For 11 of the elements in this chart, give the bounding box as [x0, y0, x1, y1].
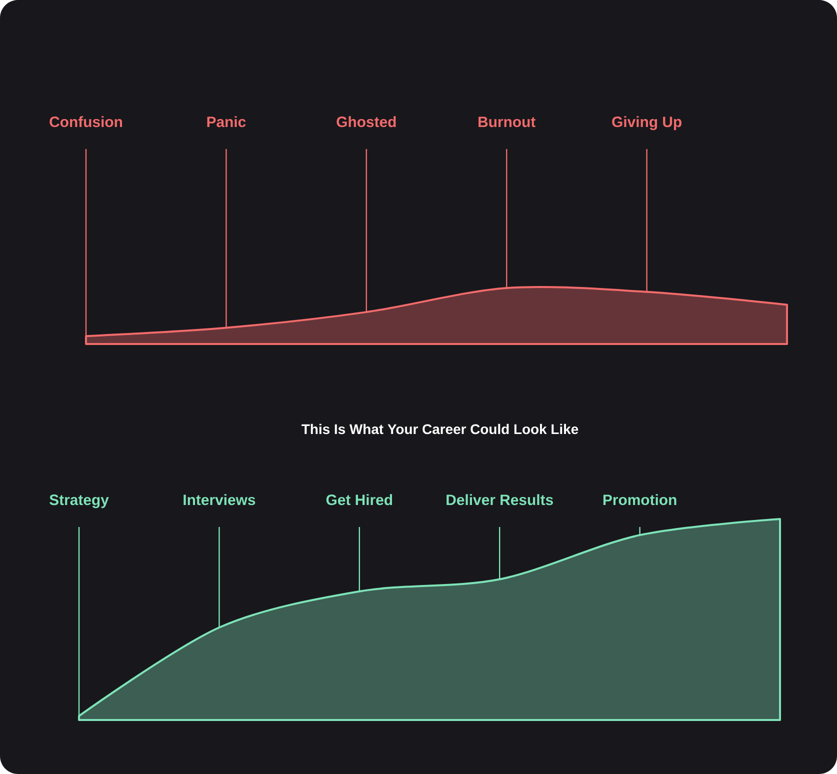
x-tick-label: Strategy: [50, 494, 109, 508]
x-tick-label: Deliver Results: [446, 494, 553, 506]
x-tick-label: Interviews: [184, 494, 256, 506]
x-tick-label: Promotion: [603, 494, 676, 506]
chart-title: This Is What Your Career Could Look Like: [302, 424, 578, 434]
x-tick-label: Confusion: [50, 116, 122, 128]
x-tick-label: Panic: [207, 116, 246, 128]
x-tick-label: Giving Up: [612, 116, 682, 130]
x-tick-label: Get Hired: [326, 494, 392, 506]
x-tick-label: Burnout: [478, 116, 536, 128]
x-tick-label: Ghosted: [336, 116, 396, 128]
